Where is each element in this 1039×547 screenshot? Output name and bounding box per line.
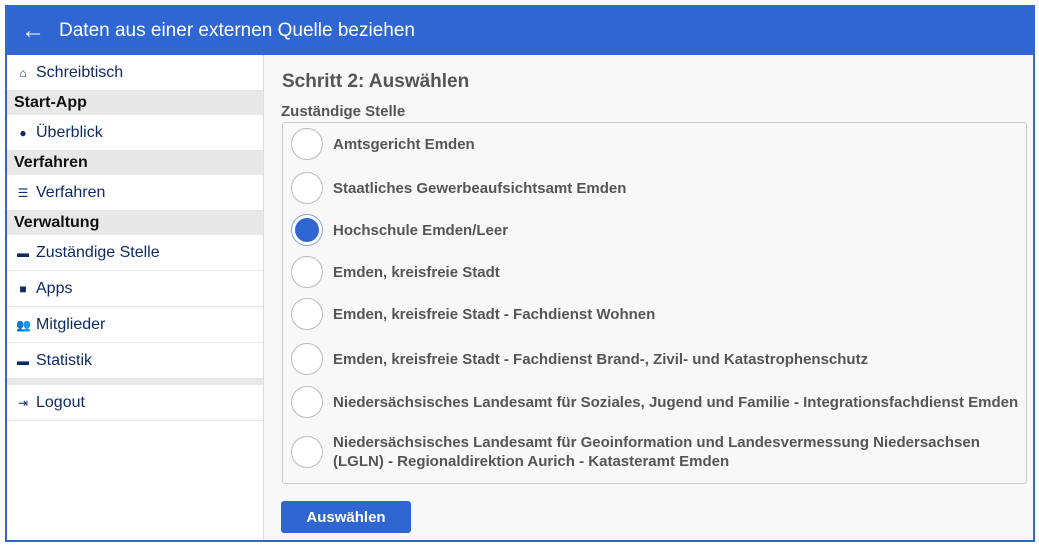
radio-button[interactable]	[291, 256, 323, 288]
sidebar-item-label: Zuständige Stelle	[36, 243, 160, 261]
radio-button[interactable]	[291, 128, 323, 160]
radio-button[interactable]	[291, 214, 323, 246]
radio-label: Emden, kreisfreie Stadt - Fachdienst Woh…	[333, 305, 656, 323]
select-button[interactable]: Auswählen	[281, 501, 411, 533]
radio-option[interactable]: Niedersächsisches Landesamt für Geoinfor…	[291, 433, 1023, 471]
page-title: Daten aus einer externen Quelle beziehen	[59, 20, 415, 41]
section-procedures: Verfahren	[7, 151, 263, 175]
sidebar-item-members[interactable]: 👥 Mitglieder	[7, 307, 263, 343]
store-icon: ▬	[17, 353, 29, 368]
sidebar-item-logout[interactable]: ⇥ Logout	[7, 385, 263, 421]
radio-button[interactable]	[291, 436, 323, 468]
radio-label: Amtsgericht Emden	[333, 135, 475, 153]
sidebar-item-label: Überblick	[36, 123, 103, 141]
radio-option[interactable]: Hochschule Emden/Leer	[291, 214, 508, 246]
header: ← Daten aus einer externen Quelle bezieh…	[7, 7, 1033, 55]
section-admin: Verwaltung	[7, 211, 263, 235]
sidebar-item-label: Apps	[36, 279, 73, 297]
radio-option[interactable]: Niedersächsisches Landesamt für Soziales…	[291, 386, 1023, 418]
home-icon: ⌂	[19, 65, 27, 80]
radio-button[interactable]	[291, 343, 323, 375]
sidebar-item-overview[interactable]: ● Überblick	[7, 115, 263, 151]
main-content: Schritt 2: Auswählen Zuständige Stelle A…	[265, 55, 1033, 540]
divider	[7, 379, 263, 385]
sidebar-item-label: Logout	[36, 393, 85, 411]
radio-option[interactable]: Staatliches Gewerbeaufsichtsamt Emden	[291, 172, 626, 204]
radio-button[interactable]	[291, 386, 323, 418]
radio-option[interactable]: Emden, kreisfreie Stadt - Fachdienst Woh…	[291, 298, 655, 330]
radio-option[interactable]: Emden, kreisfreie Stadt	[291, 256, 500, 288]
radio-button[interactable]	[291, 172, 323, 204]
radio-list: Amtsgericht Emden Staatliches Gewerbeaufs…	[282, 122, 1027, 484]
sidebar-item-label: Statistik	[36, 351, 93, 369]
sidebar-item-stats[interactable]: ▬ Statistik	[7, 343, 263, 379]
sidebar-item-apps[interactable]: ■ Apps	[7, 271, 263, 307]
sidebar-item-label: Verfahren	[36, 183, 106, 201]
radio-label: Emden, kreisfreie Stadt	[333, 263, 500, 281]
radio-label: Hochschule Emden/Leer	[333, 221, 509, 239]
section-start-app: Start-App	[7, 91, 263, 115]
radio-button[interactable]	[291, 298, 323, 330]
window: ← Daten aus einer externen Quelle bezieh…	[5, 5, 1035, 542]
sidebar: ⌂ Schreibtisch Start-App ● Überblick Verfa…	[7, 55, 264, 540]
store-icon: ▬	[17, 245, 29, 260]
sidebar-item-procedures[interactable]: ☰ Verfahren	[7, 175, 263, 211]
lightbulb-icon: ●	[19, 125, 27, 140]
radio-option[interactable]: Amtsgericht Emden	[291, 128, 475, 160]
radio-label: Niedersächsisches Landesamt für Soziales…	[333, 393, 1019, 411]
logout-icon: ⇥	[17, 395, 29, 410]
radio-option[interactable]: Emden, kreisfreie Stadt - Fachdienst Bra…	[291, 343, 868, 375]
radio-label: Staatliches Gewerbeaufsichtsamt Emden	[333, 179, 627, 197]
sidebar-item-label: Schreibtisch	[36, 63, 124, 81]
radio-label: Niedersächsisches Landesamt für Geoinfor…	[333, 434, 980, 470]
sidebar-item-office[interactable]: ▬ Zuständige Stelle	[7, 235, 263, 271]
sidebar-item-desk[interactable]: ⌂ Schreibtisch	[7, 55, 263, 91]
list-icon: ☰	[17, 185, 29, 200]
sidebar-item-label: Mitglieder	[36, 315, 106, 333]
radio-label: Emden, kreisfreie Stadt - Fachdienst Bra…	[333, 350, 869, 368]
step-title: Schritt 2: Auswählen	[282, 71, 470, 92]
field-label: Zuständige Stelle	[281, 103, 406, 120]
arrow-left-icon[interactable]: ←	[21, 17, 45, 44]
people-icon: 👥	[16, 317, 31, 332]
apps-icon: ■	[19, 281, 27, 296]
